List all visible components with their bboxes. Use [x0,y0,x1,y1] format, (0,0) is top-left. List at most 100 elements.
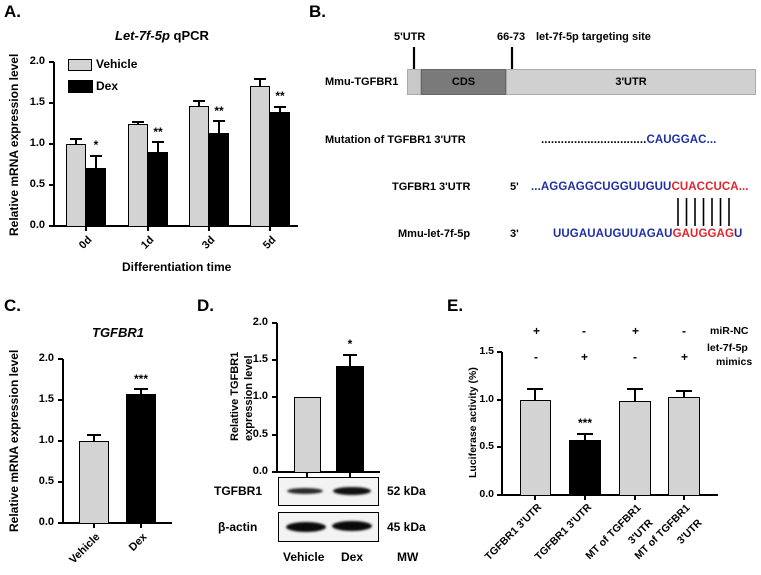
chart-d-ytick: 0.0 [252,465,268,477]
errbar [279,107,281,112]
blot-lane-vehicle: Vehicle [283,550,325,564]
cond-mimic-1: - [534,350,538,364]
chart-d-ytick: 0.5 [252,428,268,440]
errcap [132,121,144,123]
errcap [70,138,82,140]
errbar [198,101,200,106]
errcap [213,120,225,122]
utr-5prime: 5' [510,181,519,193]
chart-e-ytick: 1.5 [479,345,494,357]
marker-site-label: let-7f-5p targeting site [536,31,651,43]
cond-mimic-4: + [681,350,689,364]
marker-5utr-label: 5'UTR [394,31,426,43]
bar-a-vehicle-3d [189,106,209,227]
bar-a-dex-1d [148,152,168,227]
mutation-dots: ................................ [541,134,647,146]
blot-mw-actin: 45 kDa [387,520,426,534]
bar-e-2 [569,440,601,496]
cond-mimic-label-1: let-7f-5p [707,342,748,354]
sig-a-0d: * [93,138,99,152]
errcap [343,354,357,356]
mir-3prime: 3' [510,228,519,240]
errcap [134,388,148,390]
blot-box-actin [278,512,379,542]
bar-c-dex [126,394,156,524]
errbar [349,355,351,366]
sig-a-1d: ** [153,125,163,139]
blot-row-label-actin: β-actin [218,520,258,534]
errbar [259,79,261,86]
errbar [683,391,685,397]
chart-c-ytick: 0.0 [38,516,54,528]
bar-e-3 [619,401,651,496]
cond-mirnc-3: + [632,324,640,338]
mutation-label: Mutation of TGFBR1 3'UTR [325,134,466,146]
blot-mw-tgfbr1: 52 kDa [387,484,426,498]
blot-lane-dex: Dex [341,550,364,564]
chart-a-ytick: 1.0 [29,137,45,149]
chart-a-ytick: 1.5 [29,96,45,108]
chart-e-ytick: 0.5 [479,440,494,452]
mir-seq-red: GAUGGAG [672,228,734,240]
legend-swatch-dex [68,80,93,93]
errbar [218,120,220,133]
bar-a-dex-0d [86,168,106,227]
errcap [527,388,543,390]
chart-a-title-plain: qPCR [169,28,209,43]
chart-a-ytick: 0.0 [29,219,45,231]
gene-bar-5utr [407,69,421,95]
panel-a-letter: A. [4,2,21,21]
errbar [75,138,77,144]
legend-label-dex: Dex [96,79,119,93]
bar-d-vehicle [294,397,321,473]
errcap [627,388,643,390]
mir-seq-blue: UUGAUAUGUUAGAU [553,228,673,240]
chart-e-ytick: 0.0 [479,488,494,500]
gene-bar-cds: CDS [421,69,506,95]
bar-d-dex [336,366,364,473]
panel-d-letter: D. [197,296,214,315]
bar-a-vehicle-0d [66,144,86,227]
bar-e-4 [668,397,700,496]
sig-a-3d: ** [214,104,224,118]
mutation-seq: CAUGGAC [646,134,707,146]
legend-label-vehicle: Vehicle [96,57,138,71]
chart-c-ytick: 2.0 [38,352,54,364]
bar-a-dex-3d [209,133,229,227]
bar-c-vehicle [79,441,109,524]
gene-label: Mmu-TGFBR1 [325,76,399,88]
errcap [87,434,101,436]
panel-e-letter: E. [447,296,464,315]
utr-seq-suffix: ... [738,181,749,193]
chart-e-ytick: 1.0 [479,393,494,405]
mir-seq-tail: U [734,228,743,240]
chart-a-ytick: 2.0 [29,55,45,67]
mir-sequence: UUGAUAUGUUAGAUGAUGGAGU [553,228,742,240]
sig-c-dex: *** [133,372,148,386]
blot-row-label-tgfbr1: TGFBR1 [214,484,262,498]
chart-d-ytick: 2.0 [252,316,268,328]
errcap [254,78,266,80]
legend-swatch-vehicle [68,59,92,71]
bar-a-vehicle-5d [250,86,270,227]
blot-mw-header: MW [397,550,419,564]
bar-a-dex-5d [270,112,290,227]
utr-seq-red: CUACCUCA [671,181,739,193]
gene-bar-3utr: 3'UTR [506,69,756,95]
errbar [157,141,159,152]
cond-mirnc-1: + [533,324,541,338]
marker-site-pos: 66-73 [497,31,526,43]
cond-mimic-3: - [633,350,637,364]
blot-band-dex-actin [332,521,372,531]
chart-a-title: Let-7f-5p qPCR [115,28,209,43]
cond-mimic-2: + [581,350,589,364]
chart-c-title: TGFBR1 [92,325,144,340]
blot-band-vehicle-tgfbr1 [287,488,323,494]
errbar [95,155,97,168]
sig-a-5d: ** [275,89,285,103]
blot-band-vehicle-actin [286,522,326,532]
utr-seq-blue: AGGAGGCUGGUUGUU [540,181,672,193]
sig-d-dex: * [347,337,353,351]
utr-sequence: ...AGGAGGCUGGUUGUUCUACCUCA... [531,181,749,193]
